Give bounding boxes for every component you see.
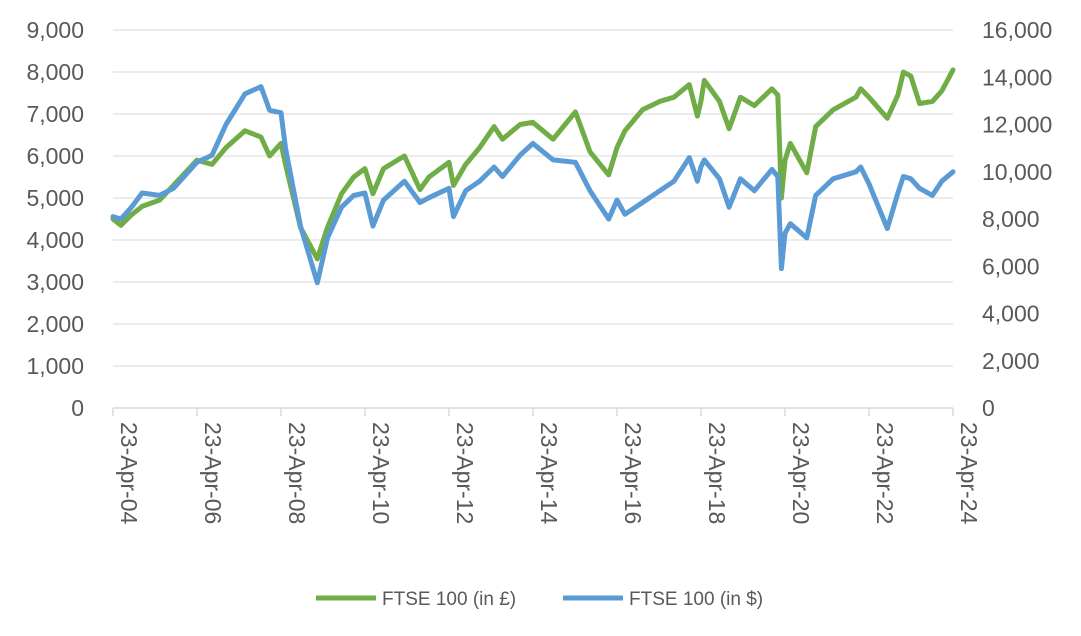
x-tick-label: 23-Apr-10 bbox=[368, 422, 394, 524]
legend-label: FTSE 100 (in £) bbox=[382, 589, 516, 610]
x-tick-label: 23-Apr-18 bbox=[704, 422, 730, 524]
left-tick-label: 0 bbox=[71, 395, 84, 421]
x-tick-label: 23-Apr-22 bbox=[872, 422, 898, 524]
x-tick-label: 23-Apr-12 bbox=[452, 422, 478, 524]
x-axis-tick-labels: 23-Apr-04 23-Apr-06 23-Apr-08 23-Apr-10 23-A… bbox=[116, 422, 982, 524]
left-tick-label: 5,000 bbox=[26, 185, 84, 211]
right-tick-label: 14,000 bbox=[982, 64, 1052, 90]
series-line-usd bbox=[110, 84, 956, 286]
axes bbox=[112, 407, 954, 416]
x-tick-label: 23-Apr-20 bbox=[788, 422, 814, 524]
right-tick-label: 12,000 bbox=[982, 112, 1052, 138]
left-tick-label: 8,000 bbox=[26, 59, 84, 85]
x-tick-label: 23-Apr-06 bbox=[200, 422, 226, 524]
x-tick-label: 23-Apr-08 bbox=[284, 422, 310, 524]
right-tick-label: 16,000 bbox=[982, 17, 1052, 43]
left-tick-label: 9,000 bbox=[26, 17, 84, 43]
left-tick-label: 6,000 bbox=[26, 143, 84, 169]
legend-label: FTSE 100 (in $) bbox=[629, 589, 763, 610]
x-tick-label: 23-Apr-24 bbox=[956, 422, 982, 524]
gridlines bbox=[113, 29, 953, 367]
left-tick-label: 3,000 bbox=[26, 269, 84, 295]
x-tick-label: 23-Apr-16 bbox=[620, 422, 646, 524]
x-tick-label: 23-Apr-04 bbox=[116, 422, 142, 524]
left-tick-label: 2,000 bbox=[26, 311, 84, 337]
series-lines bbox=[110, 67, 956, 286]
right-tick-label: 8,000 bbox=[982, 206, 1040, 232]
right-tick-label: 6,000 bbox=[982, 253, 1040, 279]
left-tick-label: 1,000 bbox=[26, 353, 84, 379]
right-tick-label: 4,000 bbox=[982, 301, 1040, 327]
right-tick-label: 10,000 bbox=[982, 159, 1052, 185]
series-line-gbp bbox=[110, 67, 956, 262]
legend: FTSE 100 (in £) FTSE 100 (in $) bbox=[316, 589, 763, 610]
left-tick-label: 4,000 bbox=[26, 227, 84, 253]
left-tick-label: 7,000 bbox=[26, 101, 84, 127]
x-tick-label: 23-Apr-14 bbox=[536, 422, 562, 524]
right-tick-label: 0 bbox=[982, 395, 995, 421]
right-axis-tick-labels: 0 2,000 4,000 6,000 8,000 10,000 12,000 14,000 1… bbox=[982, 17, 1052, 421]
left-axis-tick-labels: 0 1,000 2,000 3,000 4,000 5,000 6,000 7,000 8,00… bbox=[26, 17, 84, 421]
right-tick-label: 2,000 bbox=[982, 348, 1040, 374]
